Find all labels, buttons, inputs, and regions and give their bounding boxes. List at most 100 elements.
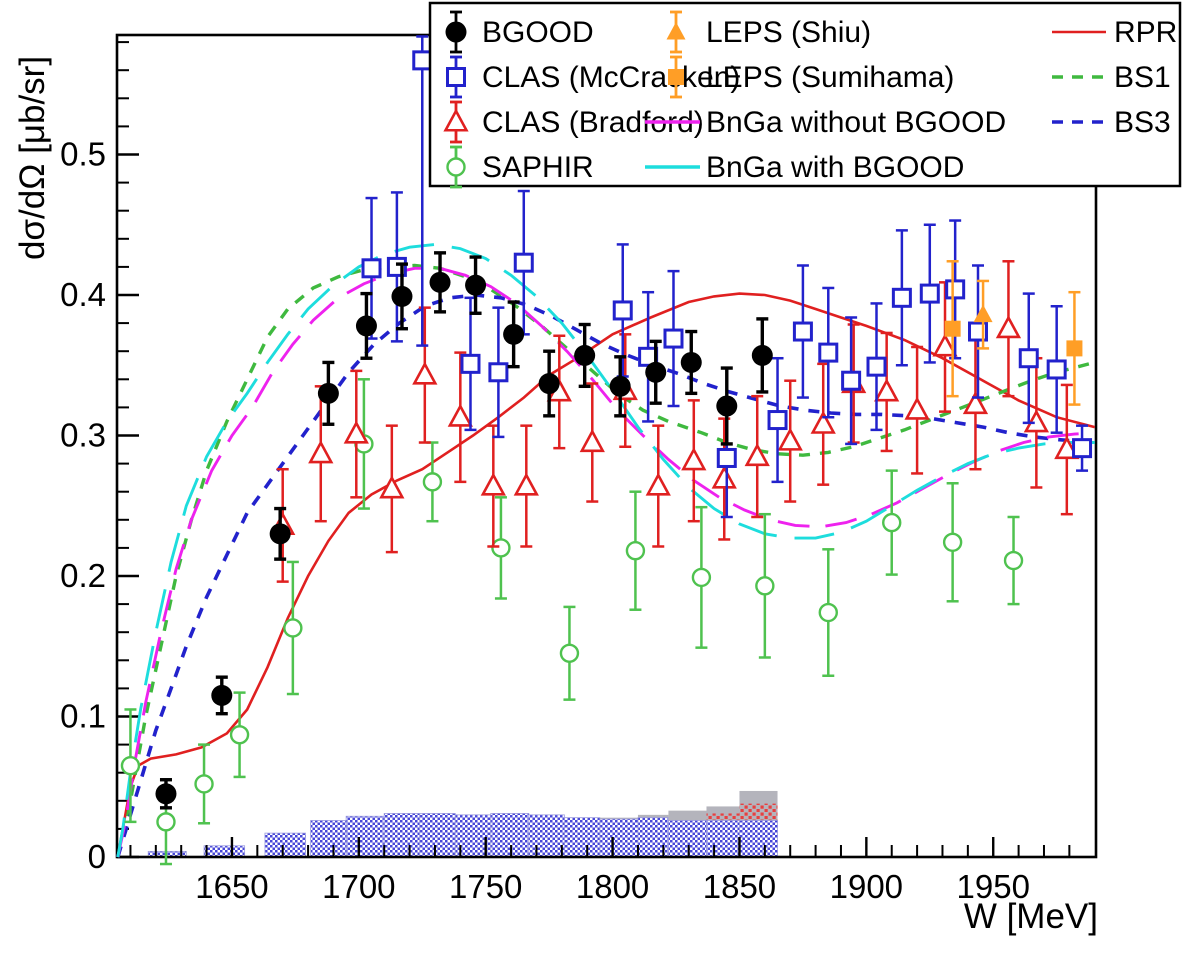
marker-circle-filled <box>211 684 233 706</box>
marker-circle-open <box>422 472 443 492</box>
marker-circle-filled <box>538 373 560 395</box>
marker-triangle-open <box>1023 409 1050 433</box>
marker-square-filled <box>1066 340 1083 357</box>
marker-circle-filled <box>716 395 738 417</box>
marker-triangle-open <box>962 390 989 415</box>
marker-triangle-open <box>932 333 958 357</box>
marker-square-filled <box>668 69 684 85</box>
marker-circle-open <box>625 541 646 561</box>
marker-triangle-open <box>995 314 1022 339</box>
marker-triangle-open <box>412 361 438 385</box>
hist-bar-blue <box>528 814 565 858</box>
marker-triangle-open <box>777 427 803 451</box>
legend-box <box>428 1 1182 188</box>
marker-triangle-open <box>904 396 930 420</box>
marker-triangle-open <box>874 378 900 402</box>
curve-rpr <box>116 292 1096 858</box>
marker-triangle-open <box>443 108 469 132</box>
marker-circle-open <box>942 532 963 552</box>
series-bgood <box>155 251 773 810</box>
marker-circle-open <box>120 755 141 776</box>
marker-triangle-open <box>681 447 707 471</box>
legend-item-bnga-without-bgood: BnGa without BGOOD <box>645 106 1006 139</box>
marker-square-open <box>841 370 862 391</box>
legend-item-bnga-with-bgood: BnGa with BGOOD <box>645 151 964 184</box>
series-clas-bradford- <box>270 260 1080 583</box>
y-axis-title: dσ/dΩ [μb/sr] <box>13 56 52 260</box>
legend-label: BnGa with BGOOD <box>706 151 964 184</box>
legend-label: BS1 <box>1114 61 1171 94</box>
hist-bar-blue <box>264 832 306 858</box>
marker-triangle-open <box>447 403 473 427</box>
marker-circle-open <box>283 618 303 638</box>
marker-square-open <box>612 300 633 321</box>
marker-square-open <box>818 342 839 363</box>
legend-item-saphir: SAPHIR <box>446 145 594 189</box>
marker-square-open <box>1046 359 1067 380</box>
marker-square-open <box>1072 438 1093 459</box>
legend-item-bs3: BS3 <box>1052 106 1171 139</box>
marker-square-open <box>891 287 912 308</box>
hist-bar-blue <box>203 845 246 858</box>
marker-square-open <box>866 356 887 377</box>
legend-label: BGOOD <box>482 16 594 49</box>
curve-bs1 <box>116 263 1096 858</box>
marker-circle-filled <box>445 21 467 43</box>
marker-circle-filled <box>429 271 451 293</box>
x-tick-label: 1650 <box>195 868 268 905</box>
curve-bnga-without-bgood <box>116 266 1095 858</box>
marker-circle-open <box>446 157 466 177</box>
y-tick-label: 0 <box>88 838 106 875</box>
hist-bar-blue <box>310 820 347 858</box>
hist-bar-blue <box>668 820 707 858</box>
marker-triangle-open <box>379 475 405 499</box>
systematic-uncertainty-histogram <box>147 790 778 858</box>
marker-circle-open <box>156 812 176 832</box>
marker-square-open <box>488 362 509 383</box>
legend: BGOOD CLAS (McCracken) CLAS (Bradford) SAPH… <box>428 1 1182 189</box>
marker-square-open <box>792 321 813 342</box>
y-tick-label: 0.4 <box>60 276 106 313</box>
marker-circle-filled <box>574 344 596 366</box>
marker-triangle-open <box>308 440 334 464</box>
y-tick-label: 0.5 <box>60 136 106 173</box>
hist-bar-blue <box>599 818 639 858</box>
marker-circle-open <box>691 567 712 588</box>
marker-square-open <box>513 252 534 273</box>
marker-circle-filled <box>465 274 487 296</box>
legend-item-leps-shiu-: LEPS (Shiu) <box>666 10 871 54</box>
marker-triangle-open <box>480 472 506 496</box>
legend-item-bgood: BGOOD <box>445 10 594 54</box>
marker-circle-filled <box>645 361 667 383</box>
marker-circle-filled <box>269 523 291 545</box>
marker-circle-open <box>491 538 511 558</box>
legend-label: CLAS (McCracken) <box>482 61 740 94</box>
x-tick-label: 1900 <box>830 868 903 905</box>
marker-square-open <box>446 67 466 87</box>
marker-triangle-filled <box>666 22 686 40</box>
x-tick-label: 1750 <box>449 868 522 905</box>
marker-circle-filled <box>751 344 773 366</box>
x-tick-label: 1800 <box>576 868 649 905</box>
marker-square-open <box>460 353 481 374</box>
x-tick-label: 1850 <box>703 868 776 905</box>
marker-circle-open <box>755 576 775 596</box>
hist-bar-blue <box>706 820 740 858</box>
marker-triangle-open <box>579 428 605 453</box>
marker-circle-open <box>818 602 838 623</box>
marker-square-open <box>767 410 788 431</box>
series-leps-shiu- <box>973 279 993 350</box>
axis-ticks: 1650 1700 1750 1800 1850 1900 1950 0 0.1 0.2 0.3 0.… <box>60 41 1071 905</box>
legend-label: LEPS (Sumihama) <box>706 61 954 94</box>
marker-square-open <box>663 328 684 349</box>
marker-square-open <box>945 279 966 300</box>
hist-bar-blue <box>490 813 530 858</box>
marker-square-open <box>919 283 940 304</box>
marker-square-filled <box>944 320 961 337</box>
legend-item-bs1: BS1 <box>1052 61 1171 94</box>
marker-triangle-open <box>513 472 539 496</box>
marker-square-open <box>412 50 433 71</box>
marker-triangle-open <box>810 410 836 434</box>
marker-triangle-open <box>744 442 770 467</box>
